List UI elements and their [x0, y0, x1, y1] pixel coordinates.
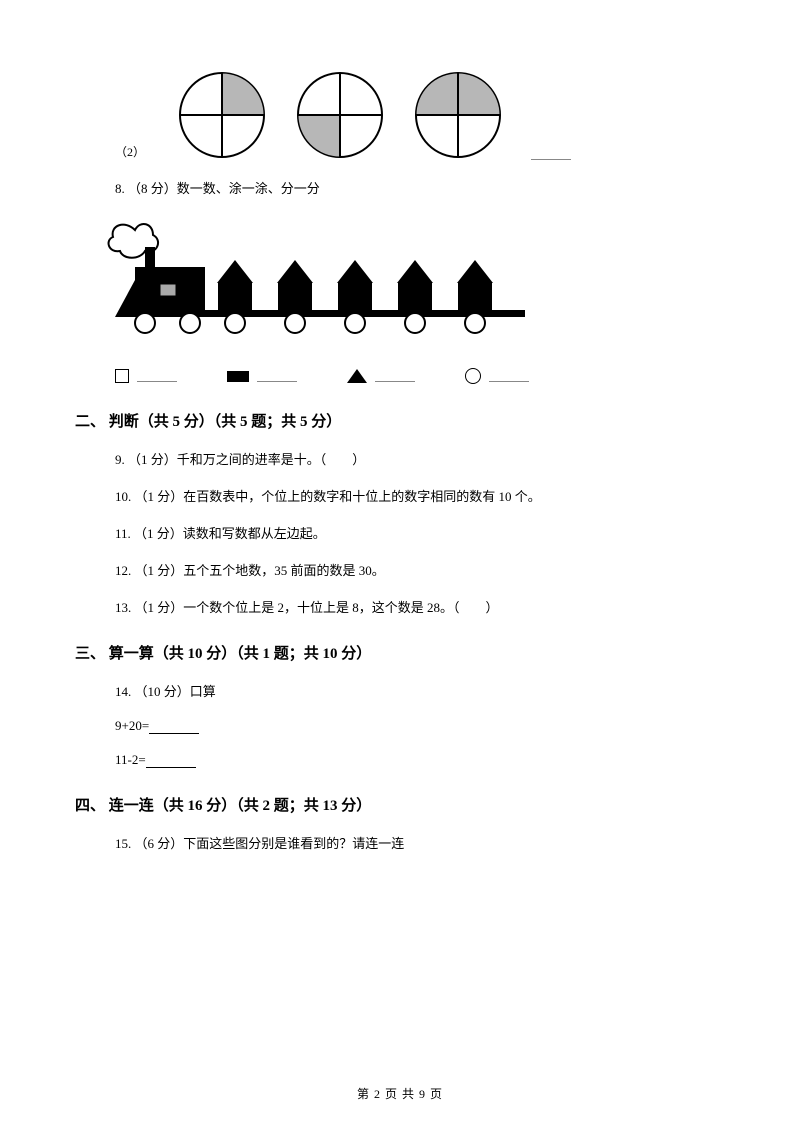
q14-eq1: 9+20= — [115, 718, 149, 733]
legend-blank-1[interactable] — [137, 370, 177, 382]
q11-text: 11. （1 分）读数和写数都从左边起。 — [115, 523, 725, 542]
legend-blank-4[interactable] — [489, 370, 529, 382]
legend-blank-3[interactable] — [375, 370, 415, 382]
q8-legend — [115, 368, 725, 384]
q10-text: 10. （1 分）在百数表中，个位上的数字和十位上的数字相同的数有 10 个。 — [115, 486, 725, 505]
legend-circle — [465, 368, 529, 384]
circle-2 — [295, 70, 385, 160]
q14-text: 14. （10 分）口算 — [115, 681, 725, 700]
legend-rect-filled — [227, 370, 297, 382]
circle-1 — [177, 70, 267, 160]
circle-outline-icon — [465, 368, 481, 384]
q14-eq2: 11-2= — [115, 752, 146, 767]
q15-text: 15. （6 分）下面这些图分别是谁看到的？请连一连 — [115, 833, 725, 852]
q14-eq2-blank[interactable] — [146, 754, 196, 768]
q7-circles-row: （2） — [115, 70, 725, 160]
q7-blank[interactable] — [531, 148, 571, 160]
q14-eq1-row: 9+20= — [115, 718, 725, 734]
section4-title: 四、 连一连（共 16 分）（共 2 题；共 13 分） — [75, 794, 725, 815]
square-outline-icon — [115, 369, 129, 383]
q13-text: 13. （1 分）一个数个位上是 2，十位上是 8，这个数是 28。（ ） — [115, 597, 725, 616]
rect-filled-icon — [227, 371, 249, 382]
legend-square-outline — [115, 369, 177, 383]
triangle-icon — [347, 369, 367, 383]
legend-triangle — [347, 369, 415, 383]
q14-eq2-row: 11-2= — [115, 752, 725, 768]
q7-item-label: （2） — [115, 143, 145, 160]
circle-3 — [413, 70, 503, 160]
q9-text: 9. （1 分）千和万之间的进率是十。（ ） — [115, 449, 725, 468]
q8-train — [105, 215, 725, 350]
section2-title: 二、 判断（共 5 分）（共 5 题；共 5 分） — [75, 410, 725, 431]
page-footer: 第 2 页 共 9 页 — [0, 1085, 800, 1102]
q14-eq1-blank[interactable] — [149, 720, 199, 734]
legend-blank-2[interactable] — [257, 370, 297, 382]
q8-text: 8. （8 分）数一数、涂一涂、分一分 — [115, 178, 725, 197]
q12-text: 12. （1 分）五个五个地数，35 前面的数是 30。 — [115, 560, 725, 579]
section3-title: 三、 算一算（共 10 分）（共 1 题；共 10 分） — [75, 642, 725, 663]
